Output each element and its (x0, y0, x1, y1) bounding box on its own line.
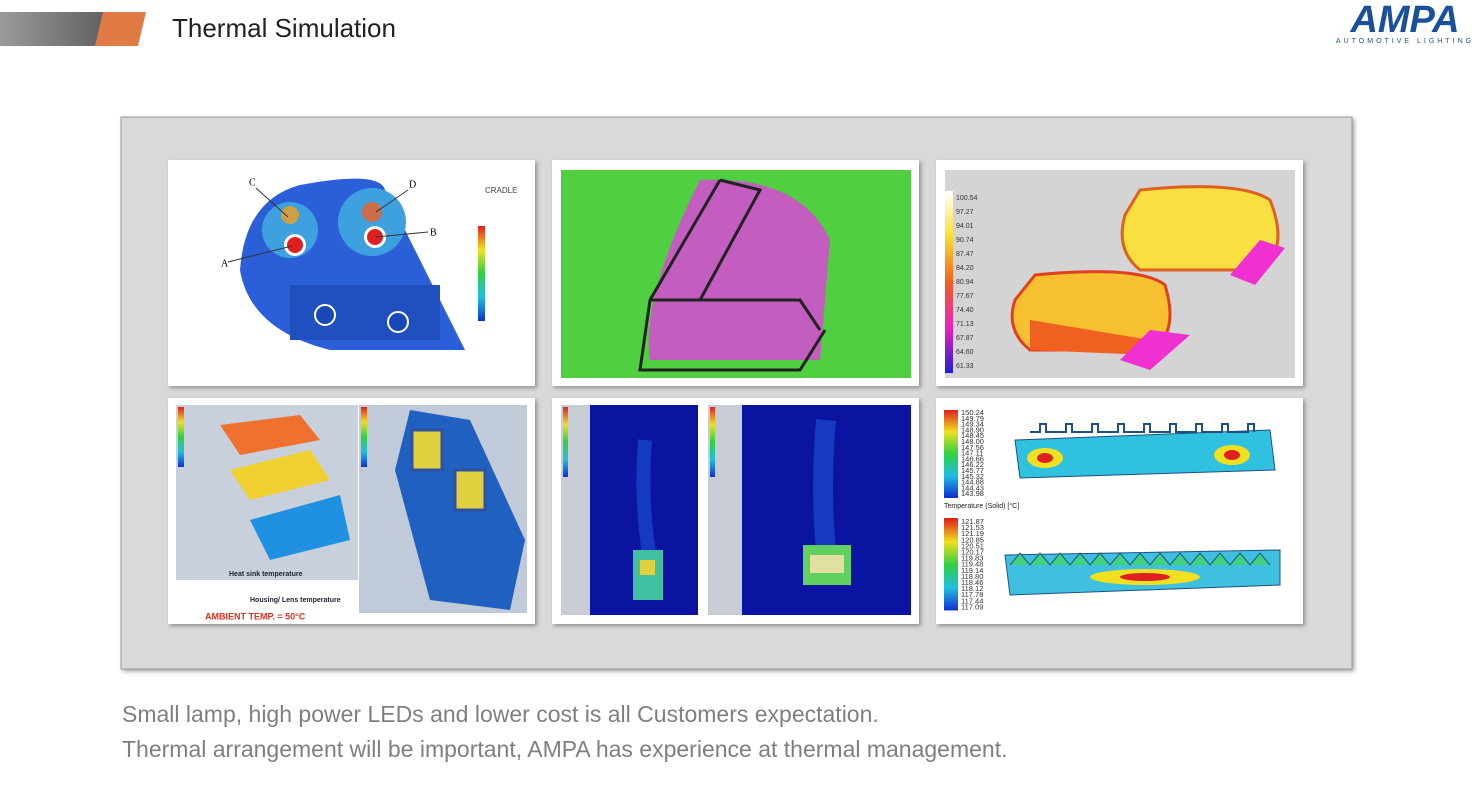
legend-value: 94.01 (956, 223, 974, 230)
legend-value: 148.45 (961, 431, 984, 440)
point-label: A (221, 258, 229, 269)
panel-mesh (552, 160, 919, 386)
legend-value: 121.87 (961, 517, 984, 526)
legend-value: 119.83 (961, 554, 983, 563)
legend-value: 143.98 (961, 489, 984, 498)
legend-value: 118.80 (961, 572, 983, 581)
legend-scale (944, 518, 958, 611)
legend-value: 100.54 (956, 195, 978, 202)
legend-value: 149.34 (961, 420, 984, 429)
legend-value: 149.79 (961, 414, 984, 423)
legend-scale (945, 191, 953, 373)
legend-value: 84.20 (956, 265, 974, 272)
legend-value: 121.53 (961, 523, 984, 532)
caption: Heat sink temperature (229, 571, 303, 578)
legend-value: 146.66 (961, 454, 984, 463)
legend-value: 118.46 (961, 578, 983, 587)
brand-label: CRADLE (485, 186, 517, 195)
legend-value: 150.24 (961, 408, 984, 417)
slide-title: Thermal Simulation (172, 13, 396, 43)
panel-lamp-points (168, 160, 535, 386)
legend-value: 117.78 (961, 590, 983, 599)
legend-value: 120.51 (961, 541, 984, 550)
legend-value: 97.27 (956, 209, 974, 216)
legend-value: 119.48 (961, 560, 983, 569)
legend-value: 117.09 (961, 602, 983, 611)
legend-value: 146.22 (961, 460, 984, 469)
body-line: Small lamp, high power LEDs and lower co… (122, 701, 879, 727)
logo: AMPA (1349, 0, 1459, 41)
panel-lamp-pair (936, 160, 1303, 386)
legend-value: 145.77 (961, 466, 984, 475)
legend-value: 74.40 (956, 307, 974, 314)
legend-value: 64.60 (956, 349, 974, 356)
legend-value: 117.44 (961, 596, 983, 605)
legend-value: 147.11 (961, 449, 983, 458)
legend-scale (944, 410, 958, 498)
caption: Housing/ Lens temperature (250, 597, 341, 604)
legend-value: 148.90 (961, 425, 984, 434)
panel-airflow (552, 398, 919, 624)
point-label: B (430, 227, 437, 238)
legend-value: 121.19 (961, 529, 984, 538)
legend-value: 144.43 (961, 483, 984, 492)
legend-value: 61.33 (956, 363, 974, 370)
legend-value: 144.88 (961, 478, 984, 487)
panel-module (936, 398, 1303, 624)
legend-value: 67.87 (956, 335, 974, 342)
legend-value: 87.47 (956, 251, 974, 258)
point-label: D (409, 179, 416, 190)
legend-value: 145.32 (961, 472, 984, 481)
point-label: C (249, 177, 256, 188)
legend-value: 119.14 (961, 566, 983, 575)
legend-value: 80.94 (956, 279, 974, 286)
legend-value: 90.74 (956, 237, 974, 244)
legend-value: 71.13 (956, 321, 974, 328)
legend-value: 118.12 (961, 584, 983, 593)
legend-value: 147.56 (961, 443, 984, 452)
legend-value: 120.85 (961, 535, 984, 544)
header-accent (95, 12, 146, 46)
logo-tagline: AUTOMOTIVE LIGHTING (1336, 38, 1474, 45)
panel-heat-sink (168, 398, 535, 624)
legend-value: 148.00 (961, 437, 984, 446)
legend-value: 120.17 (961, 547, 984, 556)
caption: AMBIENT TEMP. = 50°C (205, 611, 306, 621)
body-line: Thermal arrangement will be important, A… (122, 736, 1008, 762)
legend-caption: Temperature (Solid) [°C] (944, 502, 1019, 510)
legend-value: 77.67 (956, 293, 974, 300)
